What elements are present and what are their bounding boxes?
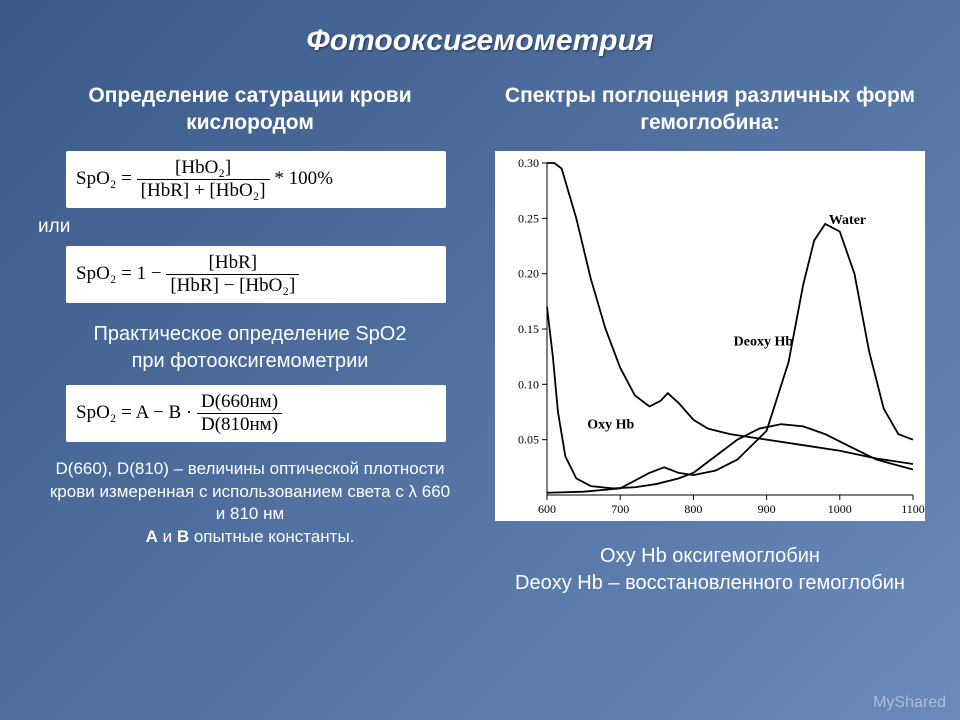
formula3-num: D(660нм) <box>197 391 282 413</box>
svg-text:700: 700 <box>611 502 629 516</box>
watermark: MyShared <box>873 694 946 712</box>
svg-text:1000: 1000 <box>828 502 852 516</box>
formula1-den: [HbR] + [HbO₂] <box>137 179 270 202</box>
bottom-explanation: D(660), D(810) – величины оптической пло… <box>30 458 470 550</box>
formula-spo2-ratio: SpO₂ = [HbO₂] [HbR] + [HbO₂] * 100% <box>66 151 446 208</box>
svg-text:Water: Water <box>829 212 866 227</box>
svg-text:0.25: 0.25 <box>518 211 539 225</box>
absorption-chart: 0.05 0.10 0.15 0.20 0.25 0.30 600 700 800 900 1000… <box>495 151 925 521</box>
legend-l1: Oxy Hb оксигемоглобин <box>600 545 820 567</box>
svg-text:Deoxy Hb: Deoxy Hb <box>734 334 794 349</box>
svg-text:Oxy Hb: Oxy Hb <box>587 417 634 432</box>
formula1-post: * 100% <box>274 167 333 188</box>
formula2-num: [HbR] <box>166 252 299 274</box>
right-column: Спектры поглощения различных форм гемогл… <box>490 68 930 597</box>
chart-legend: Oxy Hb оксигемоглобин Deoxy Hb – восстан… <box>490 543 930 597</box>
svg-text:0.30: 0.30 <box>518 156 539 170</box>
formula3-den: D(810нм) <box>197 413 282 436</box>
bot-l3: и 810 нм <box>216 504 284 523</box>
bot-l4-b: В <box>177 527 189 546</box>
chart-svg: 0.05 0.10 0.15 0.20 0.25 0.30 600 700 800 900 1000… <box>495 151 925 521</box>
formula-spo2-dratio: SpO₂ = A − B · D(660нм) D(810нм) <box>66 385 446 442</box>
legend-l2: Deoxy Hb – восстановленного гемоглобин <box>515 572 905 594</box>
formula1-frac: [HbO₂] [HbR] + [HbO₂] <box>137 157 270 202</box>
svg-text:1100: 1100 <box>901 502 925 516</box>
bot-l4-mid: и <box>158 527 177 546</box>
practical-text: Практическое определение SpO2 при фотоок… <box>30 321 470 375</box>
svg-text:0.10: 0.10 <box>518 377 539 391</box>
formula1-num: [HbO₂] <box>137 157 270 179</box>
svg-text:600: 600 <box>538 502 556 516</box>
formula3-lhs: SpO₂ = A − B · <box>76 401 197 422</box>
formula3-frac: D(660нм) D(810нм) <box>197 391 282 436</box>
bot-l2: крови измеренная с использованием света … <box>50 482 450 501</box>
page-title: Фотооксигемометрия <box>0 0 960 68</box>
right-subhead: Спектры поглощения различных форм гемогл… <box>490 82 930 137</box>
bot-l4-post: опытные константы. <box>189 527 354 546</box>
svg-text:900: 900 <box>758 502 776 516</box>
svg-text:800: 800 <box>684 502 702 516</box>
left-subhead: Определение сатурации крови кислородом <box>30 82 470 137</box>
left-column: Определение сатурации крови кислородом S… <box>30 68 470 597</box>
or-text: или <box>38 216 470 238</box>
columns: Определение сатурации крови кислородом S… <box>0 68 960 597</box>
formula1-lhs: SpO₂ = <box>76 167 132 188</box>
svg-text:0.20: 0.20 <box>518 266 539 280</box>
bot-l1: D(660), D(810) – величины оптической пло… <box>56 459 445 478</box>
formula2-den: [HbR] − [HbO₂] <box>166 274 299 297</box>
formula2-lhs: SpO₂ = 1 − <box>76 262 166 283</box>
svg-text:0.15: 0.15 <box>518 322 539 336</box>
practical-l1: Практическое определение SpO2 <box>94 323 407 345</box>
practical-l2: при фотооксигемометрии <box>132 350 369 372</box>
formula-spo2-alt: SpO₂ = 1 − [HbR] [HbR] − [HbO₂] <box>66 246 446 303</box>
bot-l4-a: А <box>146 527 158 546</box>
formula2-frac: [HbR] [HbR] − [HbO₂] <box>166 252 299 297</box>
svg-text:0.05: 0.05 <box>518 432 539 446</box>
